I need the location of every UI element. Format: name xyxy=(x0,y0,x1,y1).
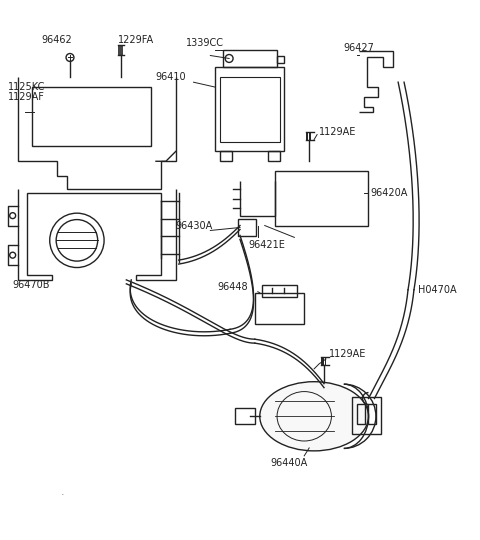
Text: 96440A: 96440A xyxy=(271,458,308,468)
Bar xyxy=(216,68,285,151)
Text: 1339CC: 1339CC xyxy=(186,38,224,48)
Bar xyxy=(369,404,376,424)
Text: 1229FA: 1229FA xyxy=(118,35,154,45)
Text: 96470B: 96470B xyxy=(12,280,50,290)
Text: 1125KC: 1125KC xyxy=(8,82,45,92)
Bar xyxy=(235,408,255,424)
Text: 96448: 96448 xyxy=(217,282,248,292)
Text: 96427: 96427 xyxy=(344,43,375,52)
Bar xyxy=(357,404,364,424)
Bar xyxy=(352,396,381,434)
Bar xyxy=(238,219,256,237)
Text: 1129AF: 1129AF xyxy=(8,92,45,102)
Bar xyxy=(276,56,285,63)
Text: 96410: 96410 xyxy=(155,72,186,82)
Text: H0470A: H0470A xyxy=(418,285,456,295)
Bar xyxy=(220,151,232,161)
Ellipse shape xyxy=(260,382,369,451)
Text: 96462: 96462 xyxy=(42,35,72,45)
Text: 1129AE: 1129AE xyxy=(329,349,366,359)
Bar xyxy=(223,50,276,68)
Text: .: . xyxy=(60,488,64,497)
Text: 96420A: 96420A xyxy=(371,188,408,198)
Bar xyxy=(262,285,297,296)
Text: 1129AE: 1129AE xyxy=(319,126,357,137)
Bar xyxy=(33,87,151,146)
Text: 96421E: 96421E xyxy=(248,240,285,251)
Text: 96430A: 96430A xyxy=(176,220,213,231)
Bar xyxy=(220,77,279,141)
Bar xyxy=(268,151,279,161)
Bar xyxy=(275,171,369,226)
Bar xyxy=(255,293,304,325)
